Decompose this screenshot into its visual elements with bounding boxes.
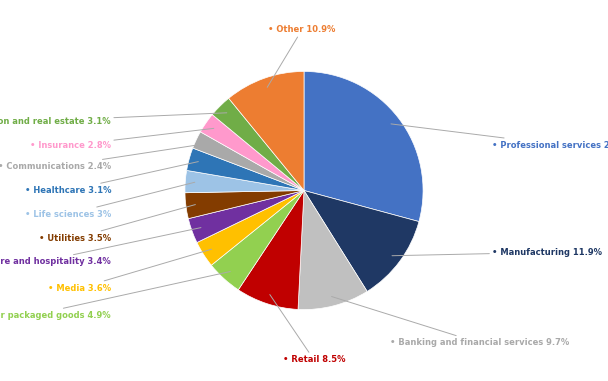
Text: • Retail 8.5%: • Retail 8.5% [270,295,345,364]
Wedge shape [238,190,304,309]
Text: • Insurance 2.8%: • Insurance 2.8% [30,128,214,150]
Text: • Media 3.6%: • Media 3.6% [48,249,212,293]
Text: • Construction and real estate 3.1%: • Construction and real estate 3.1% [0,113,227,126]
Text: • Life sciences 3%: • Life sciences 3% [25,182,195,219]
Wedge shape [188,190,304,243]
Wedge shape [193,132,304,190]
Wedge shape [298,190,367,310]
Wedge shape [187,148,304,190]
Wedge shape [197,190,304,265]
Wedge shape [185,170,304,193]
Wedge shape [212,190,304,290]
Text: • Manufacturing 11.9%: • Manufacturing 11.9% [392,248,602,257]
Wedge shape [304,190,419,291]
Text: • Leisure and hospitality 3.4%: • Leisure and hospitality 3.4% [0,227,201,266]
Text: • Banking and financial services 9.7%: • Banking and financial services 9.7% [331,296,569,347]
Wedge shape [185,190,304,219]
Wedge shape [304,72,423,222]
Text: • Consumer packaged goods 4.9%: • Consumer packaged goods 4.9% [0,272,230,320]
Wedge shape [229,72,304,190]
Text: • Professional services 29.2%: • Professional services 29.2% [391,124,608,150]
Wedge shape [212,98,304,190]
Wedge shape [201,115,304,190]
Text: • Healthcare 3.1%: • Healthcare 3.1% [24,162,198,195]
Text: • Communications 2.4%: • Communications 2.4% [0,144,205,171]
Text: • Utilities 3.5%: • Utilities 3.5% [39,205,195,243]
Text: • Other 10.9%: • Other 10.9% [268,25,336,87]
